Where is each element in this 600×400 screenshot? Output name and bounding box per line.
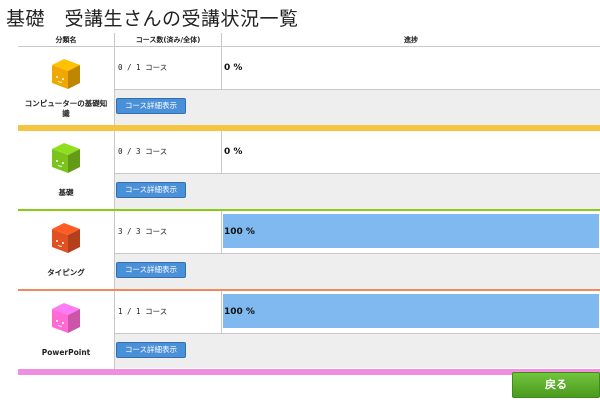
progress-text: 0 % — [224, 147, 243, 157]
table-header: 分類名 コース数(済み/全体) 進捗 — [18, 33, 600, 47]
cube-character-icon — [52, 223, 80, 253]
category-color-stripe — [18, 369, 600, 375]
header-progress: 進捗 — [221, 33, 600, 47]
detail-button-area: コース詳細表示 — [114, 89, 600, 125]
back-button[interactable]: 戻る — [512, 372, 600, 398]
detail-button-area: コース詳細表示 — [114, 173, 600, 209]
table-row: タイピング 3 / 3 コース 100 % コース詳細表示 — [18, 211, 600, 295]
progress-cell: 0 % — [221, 131, 600, 173]
cube-character-icon — [52, 143, 80, 173]
page-title: 基礎 受講生さんの受講状況一覧 — [6, 8, 299, 30]
course-detail-button[interactable]: コース詳細表示 — [116, 342, 186, 358]
course-count: 3 / 3 コース — [114, 211, 221, 253]
detail-button-area: コース詳細表示 — [114, 253, 600, 289]
table-row: PowerPoint 1 / 1 コース 100 % コース詳細表示 — [18, 291, 600, 375]
course-detail-button[interactable]: コース詳細表示 — [116, 182, 186, 198]
category-cell: コンピューターの基礎知識 — [18, 47, 114, 125]
category-color-stripe — [18, 125, 600, 131]
category-name: コンピューターの基礎知識 — [24, 99, 108, 118]
progress-text: 0 % — [224, 63, 243, 73]
category-cell: タイピング — [18, 211, 114, 289]
category-name: タイピング — [47, 268, 85, 277]
category-name: 基礎 — [58, 188, 74, 197]
table-row: コンピューターの基礎知識 0 / 1 コース 0 % コース詳細表示 — [18, 47, 600, 131]
detail-button-area: コース詳細表示 — [114, 333, 600, 369]
category-name: PowerPoint — [41, 348, 91, 357]
cube-character-icon — [52, 59, 80, 89]
course-detail-button[interactable]: コース詳細表示 — [116, 98, 186, 114]
header-course-count: コース数(済み/全体) — [114, 33, 221, 47]
course-status-table: 分類名 コース数(済み/全体) 進捗 コンピューターの基礎知識 0 / 1 コー… — [18, 33, 600, 375]
category-cell: PowerPoint — [18, 291, 114, 369]
course-count: 1 / 1 コース — [114, 291, 221, 333]
course-count: 0 / 3 コース — [114, 131, 221, 173]
progress-text: 100 % — [224, 307, 255, 317]
progress-bar — [223, 294, 599, 328]
progress-cell: 0 % — [221, 47, 600, 89]
cube-character-icon — [52, 303, 80, 333]
table-row: 基礎 0 / 3 コース 0 % コース詳細表示 — [18, 131, 600, 215]
header-category: 分類名 — [18, 33, 114, 47]
course-detail-button[interactable]: コース詳細表示 — [116, 262, 186, 278]
progress-bar — [223, 214, 599, 248]
course-count: 0 / 1 コース — [114, 47, 221, 89]
progress-cell: 100 % — [221, 291, 600, 333]
progress-text: 100 % — [224, 227, 255, 237]
progress-cell: 100 % — [221, 211, 600, 253]
category-cell: 基礎 — [18, 131, 114, 209]
